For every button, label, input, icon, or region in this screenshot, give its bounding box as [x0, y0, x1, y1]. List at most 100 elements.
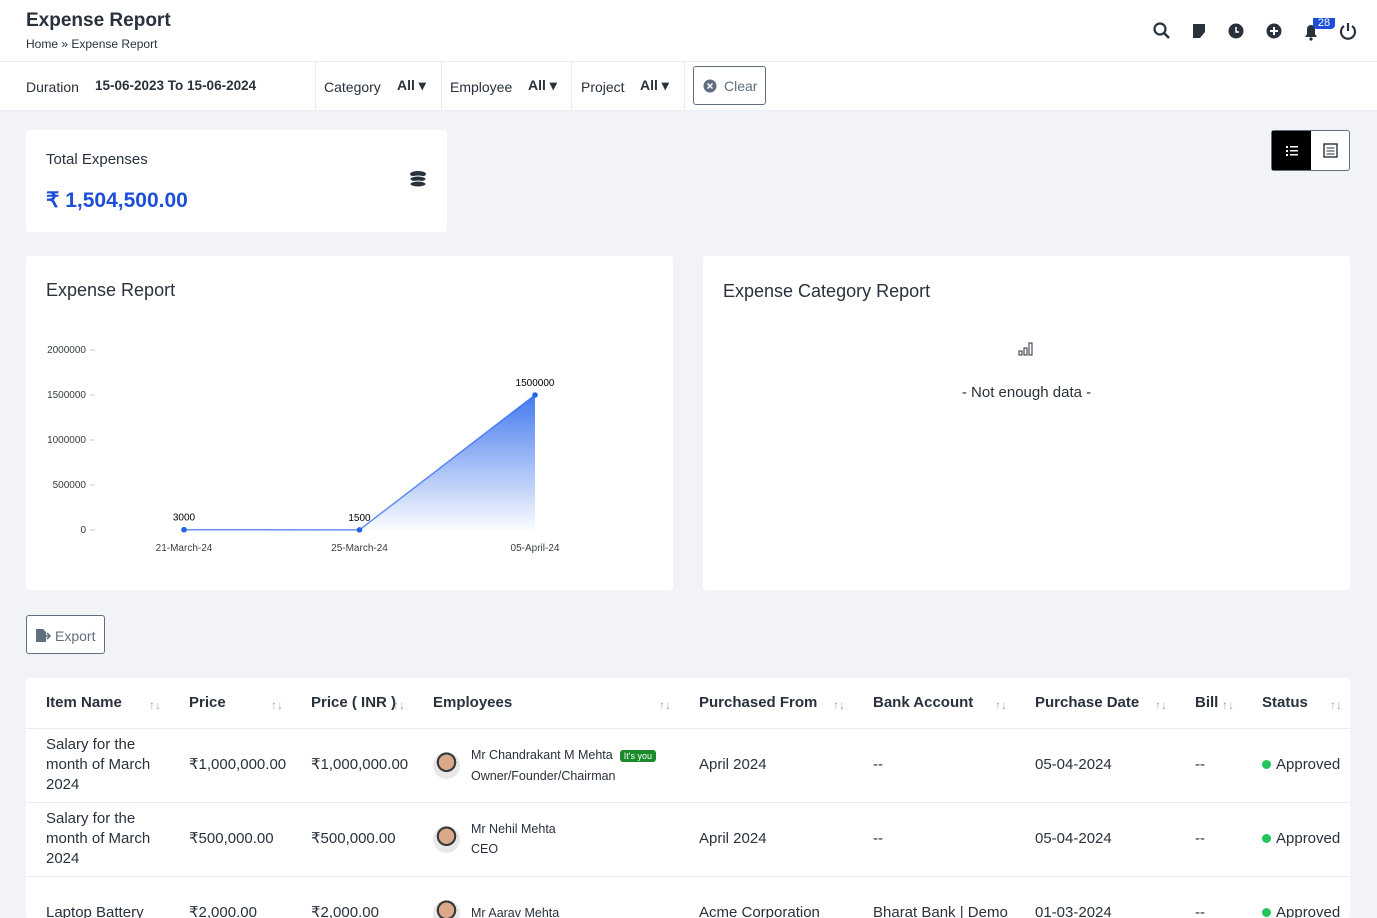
x-tick-label: 05-April-24: [511, 543, 560, 554]
employee-info: Mr Aarav Mehta: [471, 903, 559, 918]
sort-icon[interactable]: ↑↓: [1222, 698, 1234, 712]
status-dot: [1262, 908, 1271, 917]
bank-account: --: [873, 830, 883, 847]
header: Expense Report Home » Expense Report 28: [0, 0, 1377, 62]
sort-icon[interactable]: ↑↓: [393, 698, 405, 712]
table-cell: Laptop Battery: [26, 876, 169, 918]
chart: Expense Report 0500000100000015000002000…: [26, 256, 673, 590]
purchased-from: April 2024: [699, 756, 767, 773]
bill: --: [1195, 904, 1205, 918]
summary-value: ₹ 1,504,500.00: [46, 188, 188, 213]
item: Salary for the month of March 2024: [46, 736, 150, 793]
purchase-date: 05-04-2024: [1035, 756, 1112, 773]
clock-icon[interactable]: [1229, 24, 1244, 39]
status-text: Approved: [1276, 756, 1340, 773]
export-text: Export: [55, 628, 95, 644]
status-text: Approved: [1276, 904, 1340, 918]
table-cell: ₹500,000.00: [169, 802, 291, 876]
table-cell: ₹1,000,000.00: [169, 728, 291, 802]
detail-view-button[interactable]: [1311, 131, 1350, 170]
column-header[interactable]: Bank Account ↑↓: [853, 678, 1015, 728]
breadcrumb-current: Expense Report: [71, 37, 157, 51]
column-header[interactable]: Price ( INR )↑↓: [291, 678, 413, 728]
list-view-button[interactable]: [1272, 131, 1311, 170]
breadcrumb: Home » Expense Report: [26, 37, 157, 51]
breadcrumb-home[interactable]: Home: [26, 37, 58, 51]
view-toggle: [1271, 130, 1350, 171]
price: ₹1,000,000.00: [189, 756, 286, 773]
sort-icon[interactable]: ↑↓: [833, 698, 845, 712]
column-header[interactable]: Price ↑↓: [169, 678, 291, 728]
project-dropdown[interactable]: All ▾: [640, 77, 669, 94]
column-header[interactable]: Bill↑↓: [1175, 678, 1242, 728]
category-value: All: [397, 77, 415, 93]
sort-icon[interactable]: ↑↓: [1330, 698, 1342, 712]
status-dot: [1262, 760, 1271, 769]
filter-bar: Duration 15-06-2023 To 15-06-2024 Catego…: [0, 62, 1377, 111]
table-cell: ₹1,000,000.00: [291, 728, 413, 802]
column-header[interactable]: Purchase Date↑↓: [1015, 678, 1175, 728]
table-cell: ₹2,000.00: [291, 876, 413, 918]
header-icons: 28: [1150, 18, 1365, 46]
employee-cell: Mr Chandrakant M Mehta It's you Owner/Foun…: [433, 745, 679, 786]
price-inr: ₹2,000.00: [311, 904, 379, 918]
employee-name-line: Mr Chandrakant M Mehta It's you: [471, 745, 656, 766]
employee-name[interactable]: Mr Chandrakant M Mehta: [471, 748, 613, 762]
employee-name[interactable]: Mr Nehil Mehta: [471, 822, 556, 836]
table-cell: ₹500,000.00: [291, 802, 413, 876]
price: ₹500,000.00: [189, 830, 274, 847]
column-title: Price ( INR ): [311, 694, 396, 711]
item: Laptop Battery: [46, 904, 144, 918]
x-tick-label: 25-March-24: [331, 543, 388, 554]
table-cell: --: [1175, 876, 1242, 918]
item: Salary for the month of March 2024: [46, 810, 150, 867]
power-icon[interactable]: [1341, 23, 1355, 39]
table-cell: 01-03-2024: [1015, 876, 1175, 918]
column-header[interactable]: Purchased From↑↓: [679, 678, 853, 728]
table-cell: April 2024: [679, 802, 853, 876]
coins-icon: [408, 170, 428, 188]
table-cell: --: [853, 802, 1015, 876]
sort-icon[interactable]: ↑↓: [995, 698, 1007, 712]
add-icon[interactable]: [1267, 24, 1282, 39]
summary-label: Total Expenses: [46, 151, 148, 168]
category-dropdown[interactable]: All ▾: [397, 77, 426, 94]
search-icon[interactable]: [1155, 24, 1170, 39]
price-inr: ₹500,000.00: [311, 830, 396, 847]
category-label: Category: [324, 79, 381, 95]
area: [184, 395, 535, 530]
clear-button[interactable]: Clear: [693, 66, 766, 105]
bill: --: [1195, 756, 1205, 773]
table-card: Item Name↑↓Price↑↓Price ( INR )↑↓Employe…: [26, 678, 1350, 918]
column-title: Price: [189, 694, 226, 711]
expense-table: Item Name↑↓Price↑↓Price ( INR )↑↓Employe…: [26, 678, 1350, 918]
sort-icon[interactable]: ↑↓: [659, 698, 671, 712]
purchased-from: Acme Corporation: [699, 904, 820, 918]
clear-text: Clear: [724, 78, 757, 94]
sort-icon[interactable]: ↑↓: [149, 698, 161, 712]
column-header[interactable]: Employees↑↓: [413, 678, 679, 728]
employee-dropdown[interactable]: All ▾: [528, 77, 557, 94]
notes-icon[interactable]: [1193, 24, 1205, 38]
table-cell: ₹2,000.00: [169, 876, 291, 918]
table-row: Salary for the month of March 2024 ₹500,0…: [26, 802, 1350, 876]
column-header[interactable]: Status↑↓: [1242, 678, 1350, 728]
sort-icon[interactable]: ↑↓: [1155, 698, 1167, 712]
employee-role: Owner/Founder/Chairman: [471, 766, 656, 786]
table-cell: Approved: [1242, 802, 1350, 876]
sort-icon[interactable]: ↑↓: [271, 698, 283, 712]
column-title: Bank Account: [873, 694, 973, 711]
duration-value[interactable]: 15-06-2023 To 15-06-2024: [95, 78, 256, 93]
bank-account: --: [873, 756, 883, 773]
table-cell: Mr Aarav Mehta: [413, 876, 679, 918]
y-tick-label: 2000000: [47, 345, 86, 356]
price-inr: ₹1,000,000.00: [311, 756, 408, 773]
export-button[interactable]: Export: [26, 615, 105, 654]
employee-name-line: Mr Nehil Mehta: [471, 819, 556, 839]
employee-name[interactable]: Mr Aarav Mehta: [471, 906, 559, 918]
you-badge: It's you: [620, 750, 656, 762]
column-header[interactable]: Item Name↑↓: [26, 678, 169, 728]
